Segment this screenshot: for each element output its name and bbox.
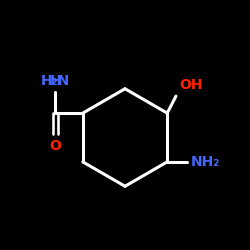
Text: NH₂: NH₂: [191, 155, 220, 169]
Text: H₂N: H₂N: [41, 74, 70, 88]
Text: O: O: [49, 139, 61, 153]
Text: OH: OH: [180, 78, 203, 92]
Text: H: H: [50, 74, 61, 88]
